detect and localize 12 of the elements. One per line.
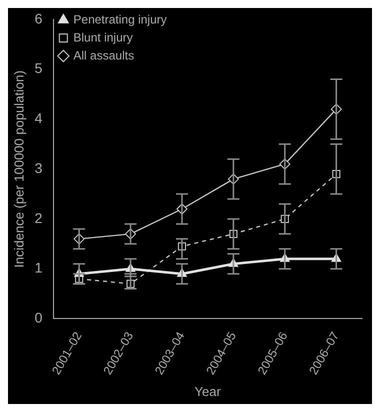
y-tick-label: 6 [34,10,43,26]
y-tick-label: 4 [34,110,43,126]
y-tick-label: 5 [34,60,43,76]
x-axis-title: Year [194,384,222,399]
y-tick-label: 2 [34,210,43,226]
legend-label: All assaults [73,48,134,62]
legend-label: Blunt injury [73,30,133,44]
legend-label: Penetrating injury [73,12,167,26]
y-axis-title: Incidence (per 100000 population) [11,70,26,268]
y-tick-label: 0 [34,310,43,326]
y-tick-label: 3 [34,160,43,176]
y-tick-label: 1 [34,260,43,276]
